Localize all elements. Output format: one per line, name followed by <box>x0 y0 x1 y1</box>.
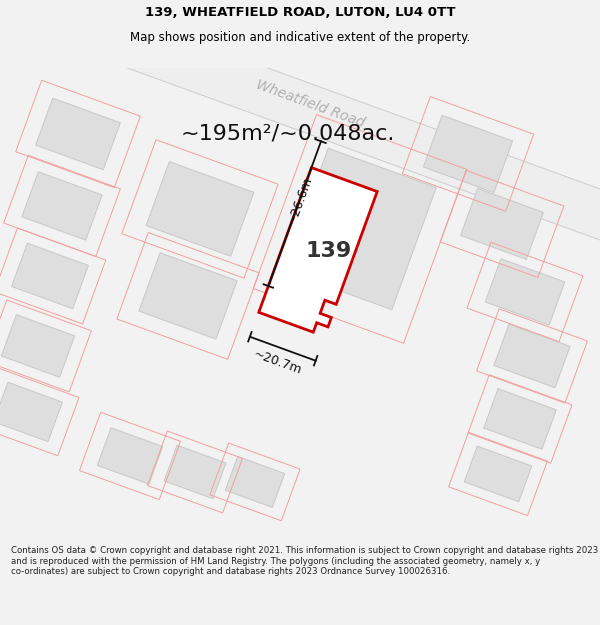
Polygon shape <box>424 115 512 192</box>
Polygon shape <box>11 243 88 309</box>
Polygon shape <box>464 446 532 502</box>
Polygon shape <box>284 148 436 309</box>
Polygon shape <box>35 98 121 170</box>
Polygon shape <box>1 314 74 378</box>
Polygon shape <box>226 456 284 508</box>
Text: 139, WHEATFIELD ROAD, LUTON, LU4 0TT: 139, WHEATFIELD ROAD, LUTON, LU4 0TT <box>145 6 455 19</box>
Polygon shape <box>0 382 62 442</box>
Polygon shape <box>146 162 254 256</box>
Polygon shape <box>22 172 102 240</box>
Polygon shape <box>259 168 377 332</box>
Polygon shape <box>461 189 544 259</box>
Text: 139: 139 <box>306 241 352 261</box>
Polygon shape <box>139 253 237 339</box>
Polygon shape <box>494 324 570 388</box>
Text: Wheatfield Road: Wheatfield Road <box>254 78 366 130</box>
Text: Map shows position and indicative extent of the property.: Map shows position and indicative extent… <box>130 31 470 44</box>
Polygon shape <box>484 389 556 449</box>
Polygon shape <box>97 428 163 484</box>
Text: ~20.7m: ~20.7m <box>252 347 304 377</box>
Polygon shape <box>0 0 600 248</box>
Text: ~195m²/~0.048ac.: ~195m²/~0.048ac. <box>181 124 395 144</box>
Polygon shape <box>485 259 565 325</box>
Polygon shape <box>164 445 226 499</box>
Text: ~26.6m: ~26.6m <box>285 174 314 226</box>
Text: Contains OS data © Crown copyright and database right 2021. This information is : Contains OS data © Crown copyright and d… <box>11 546 598 576</box>
